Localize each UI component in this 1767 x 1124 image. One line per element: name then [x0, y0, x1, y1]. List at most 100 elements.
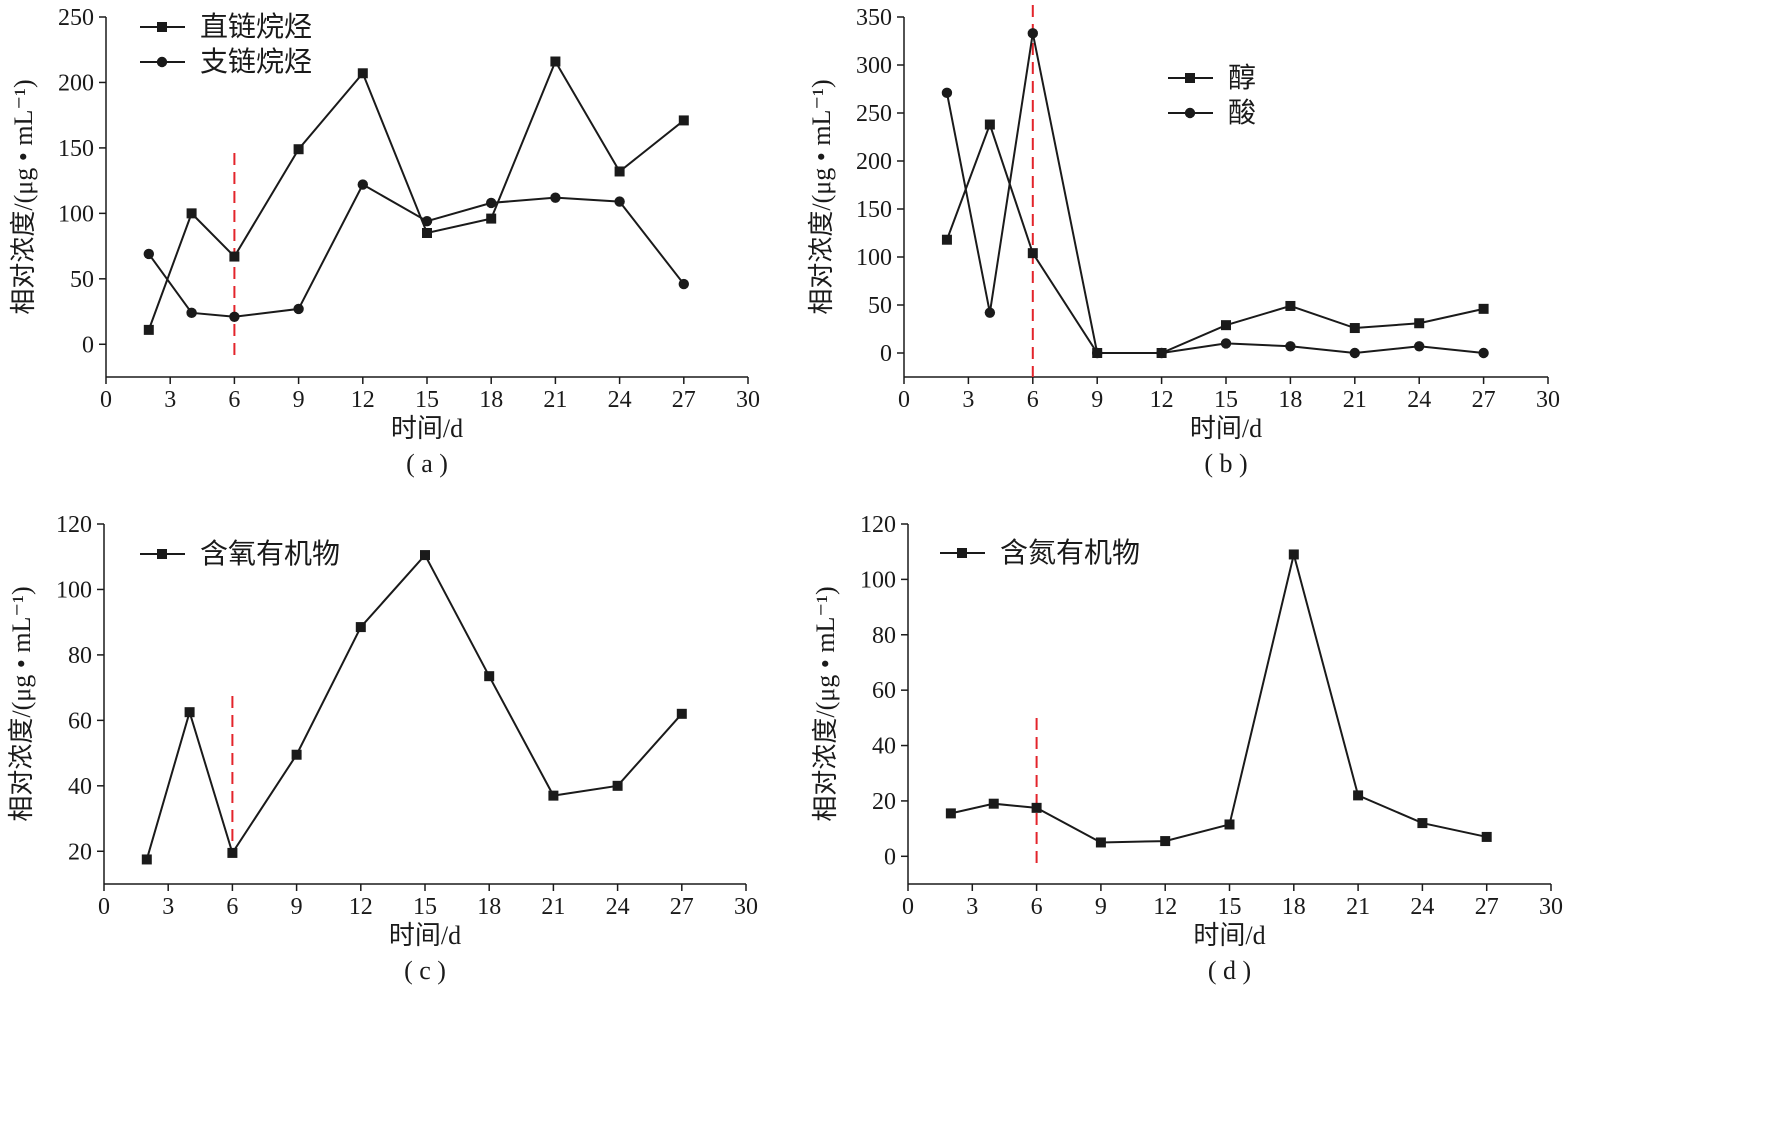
- y-axis-label: 相对浓度/(μg • mL⁻¹): [9, 79, 38, 314]
- data-point: [550, 56, 561, 67]
- data-point: [1349, 347, 1361, 359]
- x-tick-label: 21: [543, 387, 567, 413]
- data-point: [293, 144, 304, 155]
- x-tick-label: 27: [672, 387, 696, 413]
- panel-label: ( d ): [1208, 956, 1251, 985]
- x-tick-label: 24: [608, 387, 632, 413]
- legend-label: 含氮有机物: [1000, 537, 1140, 569]
- chart-panel-1: 0 3 6 9 12 15 18 21 24 27 30 0 50 100 150 200 250 时间/d ( a…: [9, 5, 760, 478]
- x-tick-label: 18: [1282, 894, 1306, 920]
- x-tick-label: 15: [413, 894, 437, 920]
- data-point: [1417, 818, 1428, 829]
- chart-panel-3: 0 3 6 9 12 15 18 21 24 27 30 20 40 60 80 100 120 时间/d ( c …: [7, 512, 758, 985]
- y-tick-label: 200: [856, 149, 892, 175]
- x-axis-label: 时间/d: [391, 414, 463, 443]
- series-1: [141, 550, 687, 865]
- x-tick-label: 15: [1218, 894, 1242, 920]
- x-tick-label: 18: [477, 894, 501, 920]
- x-tick-label: 9: [1095, 894, 1107, 920]
- x-tick-label: 15: [415, 387, 439, 413]
- x-tick-label: 3: [966, 894, 978, 920]
- y-tick-label: 80: [872, 623, 896, 649]
- x-tick-label: 27: [1472, 387, 1496, 413]
- y-tick-label: 60: [68, 708, 92, 734]
- series-2: [941, 28, 1489, 359]
- y-tick-label: 120: [860, 512, 896, 538]
- data-point: [614, 166, 625, 177]
- series-1: [143, 56, 689, 335]
- legend-marker: [1184, 107, 1196, 119]
- panel-label: ( c ): [404, 956, 446, 985]
- data-point: [184, 707, 195, 718]
- y-tick-label: 100: [860, 567, 896, 593]
- data-point: [1285, 300, 1296, 311]
- y-tick-label: 100: [56, 577, 92, 603]
- series-2: [143, 179, 689, 322]
- data-point: [1478, 347, 1489, 359]
- data-point: [1221, 320, 1231, 331]
- y-tick-label: 250: [58, 5, 94, 31]
- y-tick-label: 150: [58, 136, 94, 162]
- data-point: [186, 307, 197, 319]
- y-tick-label: 50: [70, 267, 94, 293]
- y-tick-label: 100: [856, 245, 892, 271]
- x-tick-label: 27: [670, 894, 694, 920]
- chart-panel-4: 0 3 6 9 12 15 18 21 24 27 30 0 20 40 60 80 100 120 时间/d ( d…: [811, 512, 1563, 985]
- y-tick-label: 80: [68, 643, 92, 669]
- data-point: [984, 119, 995, 130]
- x-tick-label: 24: [1407, 387, 1431, 413]
- data-point: [1031, 802, 1042, 813]
- x-axis-label: 时间/d: [1193, 921, 1265, 950]
- x-tick-label: 24: [1410, 894, 1434, 920]
- data-point: [1095, 837, 1106, 848]
- data-point: [945, 808, 956, 819]
- data-point: [141, 854, 152, 865]
- x-tick-label: 21: [1346, 894, 1370, 920]
- legend-label: 醇: [1228, 62, 1256, 94]
- x-tick-label: 30: [736, 387, 760, 413]
- x-tick-label: 3: [162, 894, 174, 920]
- data-point: [548, 790, 559, 801]
- data-point: [229, 251, 240, 262]
- data-point: [612, 780, 623, 791]
- data-point: [143, 324, 154, 335]
- legend-marker: [157, 22, 167, 32]
- x-axis-label: 时间/d: [1190, 414, 1262, 443]
- y-tick-label: 40: [68, 774, 92, 800]
- data-point: [1414, 318, 1425, 329]
- data-point: [293, 303, 304, 315]
- data-point: [1414, 341, 1425, 352]
- y-tick-label: 60: [872, 678, 896, 704]
- y-axis-label: 相对浓度/(μg • mL⁻¹): [807, 79, 836, 314]
- x-tick-label: 9: [1091, 387, 1103, 413]
- legend-marker: [156, 56, 168, 68]
- y-tick-label: 350: [856, 5, 892, 31]
- panel-label: ( b ): [1204, 449, 1247, 478]
- data-point: [227, 847, 238, 858]
- x-tick-label: 0: [898, 387, 910, 413]
- y-tick-label: 200: [58, 70, 94, 96]
- x-tick-label: 6: [1027, 387, 1039, 413]
- data-point: [486, 213, 497, 224]
- data-point: [1481, 831, 1492, 842]
- data-point: [484, 671, 495, 682]
- x-tick-label: 12: [351, 387, 375, 413]
- series-line: [945, 121, 1484, 354]
- data-point: [941, 87, 953, 99]
- y-tick-label: 120: [56, 512, 92, 538]
- panel-label: ( a ): [406, 449, 448, 478]
- legend-label: 含氧有机物: [200, 538, 340, 570]
- data-point: [1353, 790, 1364, 801]
- data-point: [1224, 819, 1235, 830]
- legend-label: 支链烷烃: [200, 46, 312, 78]
- x-tick-label: 12: [1150, 387, 1174, 413]
- data-point: [229, 311, 240, 322]
- x-tick-label: 3: [164, 387, 176, 413]
- x-tick-label: 0: [98, 894, 110, 920]
- data-point: [1156, 347, 1167, 359]
- y-tick-label: 0: [82, 332, 94, 358]
- y-tick-label: 150: [856, 197, 892, 223]
- x-tick-label: 0: [902, 894, 914, 920]
- y-tick-label: 250: [856, 101, 892, 127]
